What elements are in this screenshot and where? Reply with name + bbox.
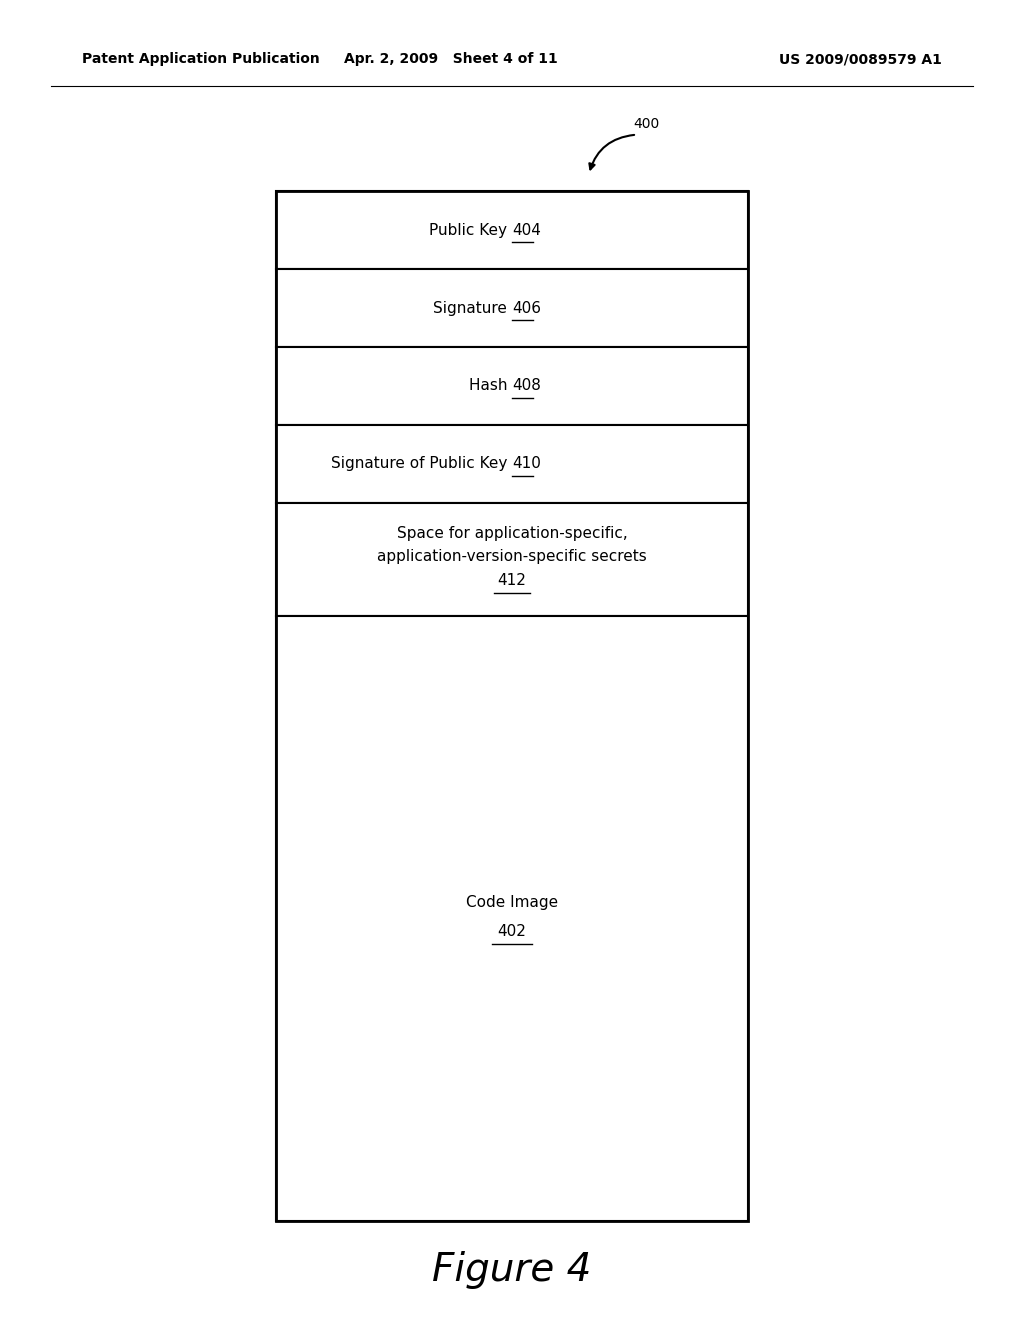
Text: Space for application-specific,: Space for application-specific,: [396, 525, 628, 541]
Bar: [276, 503, 748, 616]
Text: application-version-specific secrets: application-version-specific secrets: [377, 549, 647, 565]
Text: Patent Application Publication: Patent Application Publication: [82, 53, 319, 66]
Text: US 2009/0089579 A1: US 2009/0089579 A1: [779, 53, 942, 66]
Bar: [276, 425, 748, 503]
Text: 406: 406: [512, 301, 541, 315]
Text: 404: 404: [512, 223, 541, 238]
Bar: [276, 616, 748, 1221]
Text: 400: 400: [633, 117, 659, 131]
Bar: [276, 191, 748, 1221]
Bar: [276, 269, 748, 347]
Text: Signature of Public Key: Signature of Public Key: [331, 457, 512, 471]
Text: Apr. 2, 2009   Sheet 4 of 11: Apr. 2, 2009 Sheet 4 of 11: [344, 53, 557, 66]
Text: Code Image: Code Image: [466, 895, 558, 911]
Text: 402: 402: [498, 924, 526, 940]
Text: 412: 412: [498, 573, 526, 589]
Bar: [276, 191, 748, 269]
Text: Signature: Signature: [433, 301, 512, 315]
Text: Hash: Hash: [469, 379, 512, 393]
Text: Figure 4: Figure 4: [432, 1251, 592, 1288]
Bar: [276, 347, 748, 425]
Text: 410: 410: [512, 457, 541, 471]
Text: 408: 408: [512, 379, 541, 393]
Text: Public Key: Public Key: [429, 223, 512, 238]
